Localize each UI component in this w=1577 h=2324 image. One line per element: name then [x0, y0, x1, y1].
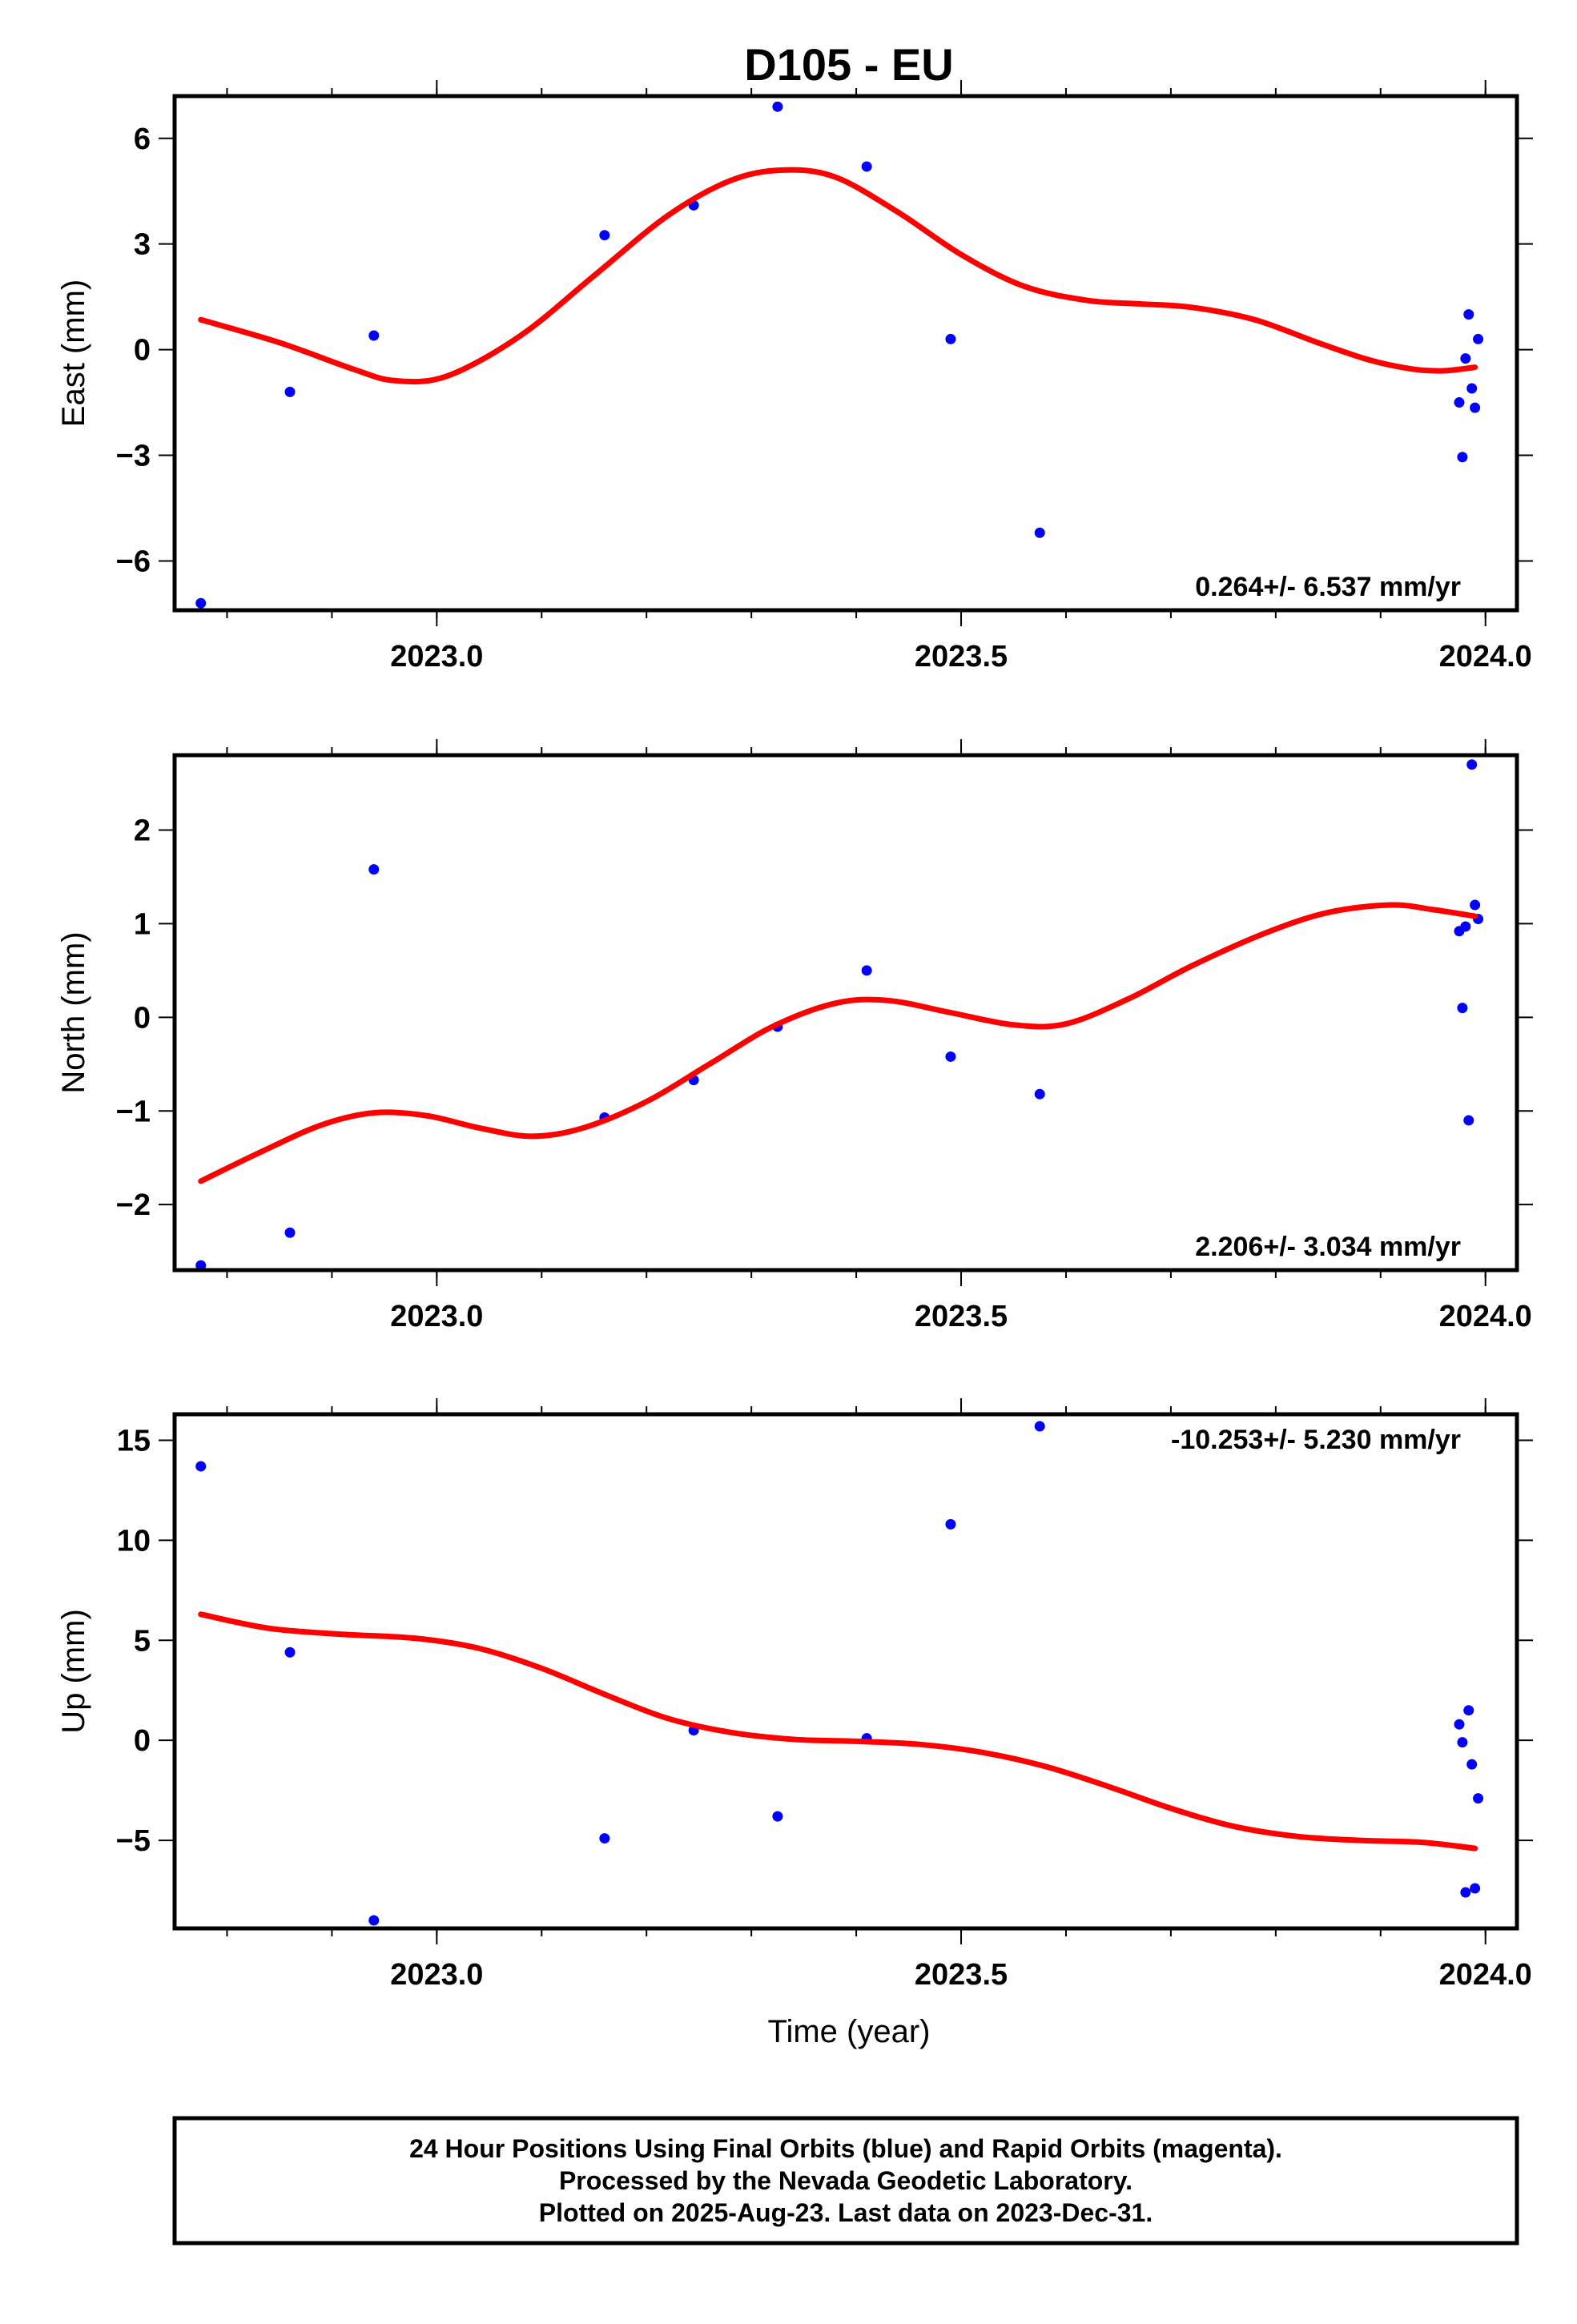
- data-point: [1457, 1003, 1468, 1014]
- data-point: [1463, 309, 1474, 320]
- data-point: [1473, 333, 1484, 344]
- data-point: [945, 1051, 956, 1062]
- data-point: [772, 101, 783, 112]
- x-axis-label: Time (year): [768, 2014, 931, 2049]
- data-point: [1466, 1759, 1478, 1770]
- chart-title: D105 - EU: [744, 39, 953, 90]
- data-point: [772, 1811, 783, 1822]
- y-tick-label: 10: [117, 1524, 151, 1558]
- y-tick-label: 3: [134, 228, 151, 262]
- y-axis-label: East (mm): [56, 279, 91, 427]
- y-axis-label: Up (mm): [56, 1609, 91, 1734]
- data-point: [368, 864, 380, 875]
- y-tick-label: 15: [117, 1424, 151, 1458]
- plot-frame: [172, 94, 1519, 613]
- y-tick-label: 5: [134, 1624, 151, 1658]
- data-point: [1460, 921, 1471, 932]
- data-point: [284, 1227, 296, 1238]
- trend-line: [198, 902, 1478, 1184]
- footer-box: 24 Hour Positions Using Final Orbits (bl…: [172, 2116, 1519, 2246]
- y-tick-label: −1: [116, 1095, 151, 1128]
- y-tick-label: −5: [116, 1824, 151, 1858]
- panel-3: 2023.0 2023.5 2024.0 −5 0 5 10 15 Up (mm) -10.253…: [56, 1398, 1533, 1992]
- y-tick-label: −2: [116, 1188, 151, 1222]
- data-point: [1034, 1421, 1045, 1432]
- data-point: [861, 965, 872, 976]
- data-point: [1470, 402, 1481, 413]
- data-point: [368, 1915, 380, 1926]
- y-tick-label: 0: [134, 1724, 151, 1758]
- chart-panels: 2023.0 2023.5 2024.0 −6 −3 0 3 6 East (mm) 0.264+…: [56, 80, 1533, 1992]
- footer-line-3: Plotted on 2025-Aug-23. Last data on 202…: [539, 2198, 1153, 2227]
- x-tick-label: 2023.0: [390, 1958, 483, 1992]
- footer-frame: [172, 2116, 1519, 2246]
- y-tick-label: 0: [134, 334, 151, 368]
- rate-annotation: 2.206+/- 3.034 mm/yr: [1195, 1232, 1461, 1262]
- data-point: [1466, 383, 1478, 394]
- data-point: [1460, 1887, 1471, 1898]
- data-point: [1463, 1115, 1474, 1126]
- data-point: [945, 333, 956, 344]
- x-tick-label: 2024.0: [1439, 1300, 1532, 1333]
- x-tick-label: 2023.0: [390, 1300, 483, 1333]
- data-point: [861, 161, 872, 172]
- x-tick-label: 2023.5: [915, 1958, 1008, 1992]
- y-tick-label: −3: [116, 440, 151, 473]
- y-tick-label: 6: [134, 123, 151, 156]
- x-tick-label: 2024.0: [1439, 1958, 1532, 1992]
- y-tick-label: 2: [134, 814, 151, 848]
- data-point: [1460, 353, 1471, 364]
- rate-annotation: -10.253+/- 5.230 mm/yr: [1171, 1425, 1461, 1455]
- footer-line-2: Processed by the Nevada Geodetic Laborat…: [559, 2166, 1132, 2195]
- data-point: [1454, 1719, 1465, 1730]
- rate-annotation: 0.264+/- 6.537 mm/yr: [1195, 572, 1461, 602]
- data-point: [1466, 759, 1478, 770]
- data-point: [195, 1461, 207, 1472]
- data-point: [284, 386, 296, 397]
- data-point: [1034, 1088, 1045, 1100]
- trend-line: [198, 1611, 1478, 1852]
- y-tick-label: −6: [116, 545, 151, 578]
- footer-line-1: 24 Hour Positions Using Final Orbits (bl…: [409, 2134, 1282, 2163]
- data-point: [1457, 1737, 1468, 1748]
- data-point: [368, 330, 380, 341]
- data-point: [1454, 397, 1465, 408]
- data-point: [284, 1647, 296, 1658]
- data-point: [599, 230, 610, 241]
- data-point: [1470, 899, 1481, 911]
- data-point: [1034, 527, 1045, 538]
- y-tick-label: 0: [134, 1001, 151, 1035]
- x-tick-label: 2024.0: [1439, 640, 1532, 673]
- panel-1: 2023.0 2023.5 2024.0 −6 −3 0 3 6 East (mm) 0.264+…: [56, 80, 1533, 673]
- x-tick-label: 2023.0: [390, 640, 483, 673]
- data-point: [1473, 1793, 1484, 1804]
- plot-frame: [172, 753, 1519, 1273]
- panel-2: 2023.0 2023.5 2024.0 −2 −1 0 1 2 North (mm) 2.206…: [56, 739, 1533, 1333]
- data-point: [1463, 1705, 1474, 1716]
- x-tick-label: 2023.5: [915, 640, 1008, 673]
- y-tick-label: 1: [134, 907, 151, 941]
- data-point: [195, 597, 207, 609]
- data-point: [195, 1260, 207, 1271]
- y-axis-label: North (mm): [56, 931, 91, 1093]
- data-point: [945, 1518, 956, 1530]
- x-tick-label: 2023.5: [915, 1300, 1008, 1333]
- plot-frame: [172, 1412, 1519, 1931]
- data-point: [1457, 452, 1468, 463]
- data-point: [599, 1833, 610, 1844]
- data-point: [1470, 1883, 1481, 1894]
- trend-line: [198, 167, 1478, 385]
